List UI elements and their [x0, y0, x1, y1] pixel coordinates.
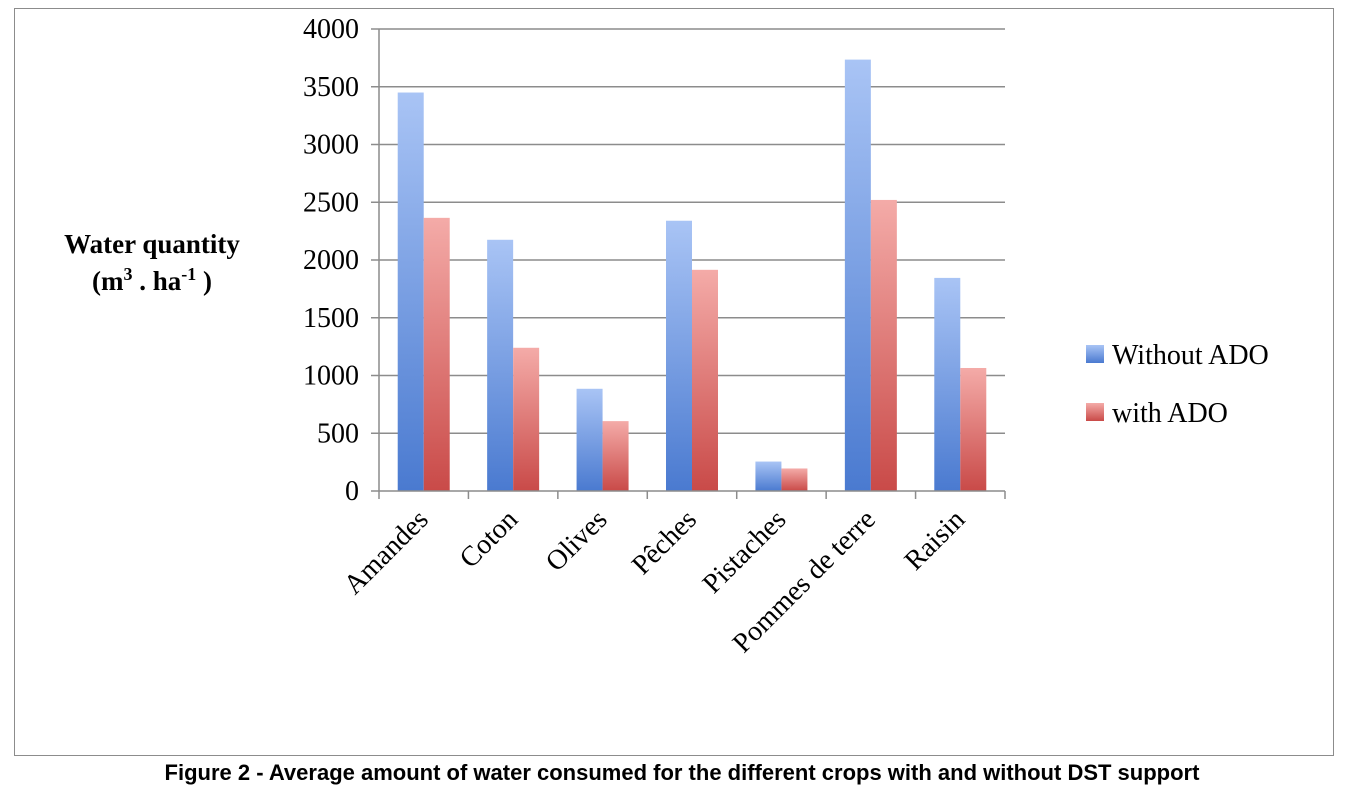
- bar-with-ado: [602, 421, 629, 491]
- axes: [378, 29, 1006, 499]
- figure-caption: Figure 2 - Average amount of water consu…: [164, 760, 1200, 785]
- y-tick-label: 4000: [303, 14, 359, 45]
- y-axis-label-line1: Water quantity: [64, 229, 240, 259]
- y-tick-label: 2000: [303, 245, 359, 276]
- bar-with-ado: [960, 367, 987, 491]
- bar-with-ado: [870, 199, 897, 491]
- bars: [397, 59, 987, 492]
- legend-swatch-with-ado: [1086, 403, 1104, 421]
- legend-swatch-without-ado: [1086, 345, 1104, 363]
- bar-with-ado: [692, 269, 718, 491]
- y-tick-label: 0: [345, 476, 359, 507]
- y-tick-label: 3000: [303, 130, 359, 161]
- x-category-label: Amandes: [338, 504, 435, 601]
- legend: Without ADO with ADO: [1086, 340, 1269, 429]
- bar-chart: 0 500 1000 1500 2000 2500 3000 3500 4000 Amandes…: [64, 14, 1269, 659]
- y-axis-label-line2: (m3 . ha-1 ): [92, 264, 212, 296]
- y-tick-label: 1500: [303, 303, 359, 334]
- bar-with-ado: [781, 468, 808, 491]
- bar-without-ado: [666, 220, 692, 492]
- y-axis-label: Water quantity (m3 . ha-1 ): [64, 229, 240, 296]
- bar-without-ado: [397, 92, 424, 492]
- y-tick-labels: 0 500 1000 1500 2000 2500 3000 3500 4000: [303, 14, 359, 507]
- bar-without-ado: [934, 277, 961, 491]
- legend-label-with-ado: with ADO: [1112, 398, 1228, 429]
- x-category-label: Coton: [454, 504, 524, 574]
- y-tick-label: 3500: [303, 72, 359, 103]
- x-category-labels: Amandes Coton Olives PêchesPistachesPommes …: [338, 504, 971, 659]
- bar-with-ado: [423, 217, 450, 491]
- bar-without-ado: [844, 59, 871, 492]
- x-category-label: Raisin: [899, 504, 972, 577]
- x-category-label: Pêches: [626, 504, 703, 581]
- y-tick-label: 500: [317, 418, 359, 449]
- y-tick-label: 1000: [303, 361, 359, 392]
- bar-with-ado: [513, 347, 540, 491]
- bar-without-ado: [487, 239, 514, 491]
- chart-frame: [14, 8, 1334, 756]
- legend-label-without-ado: Without ADO: [1112, 340, 1269, 371]
- bar-without-ado: [755, 461, 782, 491]
- y-tick-label: 2500: [303, 187, 359, 218]
- bar-without-ado: [576, 388, 603, 491]
- x-category-label: Olives: [540, 504, 614, 578]
- gridlines: [371, 28, 1005, 492]
